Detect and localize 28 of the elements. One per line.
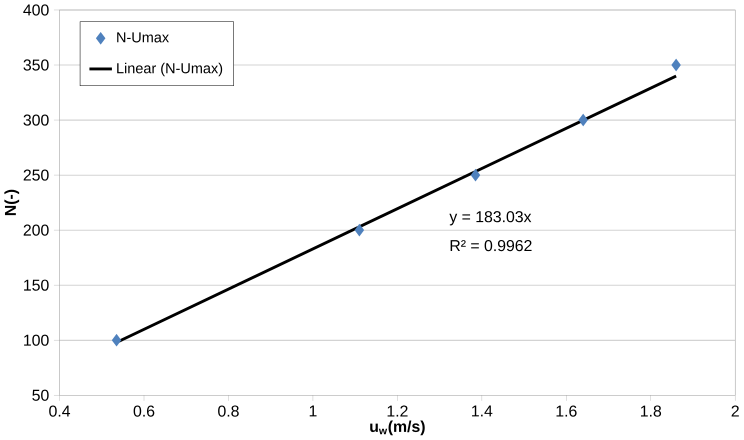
x-tick-label: 1 bbox=[310, 406, 317, 417]
point bbox=[671, 59, 681, 72]
point bbox=[112, 334, 122, 347]
y-tick-label: 300 bbox=[24, 114, 49, 126]
y-tick-label: 150 bbox=[24, 280, 49, 291]
legend-label: N-Umax bbox=[117, 32, 169, 43]
point bbox=[354, 224, 364, 237]
legend-label: Linear (N-Umax) bbox=[117, 62, 222, 76]
annotation: y = 183.03x bbox=[449, 211, 532, 226]
point bbox=[470, 169, 480, 182]
y-tick-label: 100 bbox=[24, 334, 49, 346]
y-tick-label: 50 bbox=[32, 390, 49, 402]
x-tick-label: 1.2 bbox=[388, 406, 408, 417]
y-tick-label: 350 bbox=[24, 60, 49, 71]
x-tick-label: 0.8 bbox=[218, 406, 239, 417]
point bbox=[578, 114, 588, 126]
x-tick-label: 1.4 bbox=[472, 406, 492, 417]
y-axis-title: N(-) bbox=[4, 190, 20, 216]
y-tick-label: 250 bbox=[24, 170, 49, 181]
x-tick-label: 1.6 bbox=[556, 406, 577, 417]
y-tick-label: 200 bbox=[24, 224, 49, 236]
y-tick-label: 400 bbox=[23, 4, 49, 16]
x-tick-label: 1.8 bbox=[640, 406, 662, 417]
x-axis-title: u$_{w}$(m/s) bbox=[370, 420, 425, 436]
annotation: R² = 0.9962 bbox=[450, 240, 532, 252]
x-tick-label: 2 bbox=[732, 406, 739, 417]
x-tick-label: 0.6 bbox=[134, 406, 154, 417]
x-tick-label: 0.4 bbox=[49, 406, 70, 417]
